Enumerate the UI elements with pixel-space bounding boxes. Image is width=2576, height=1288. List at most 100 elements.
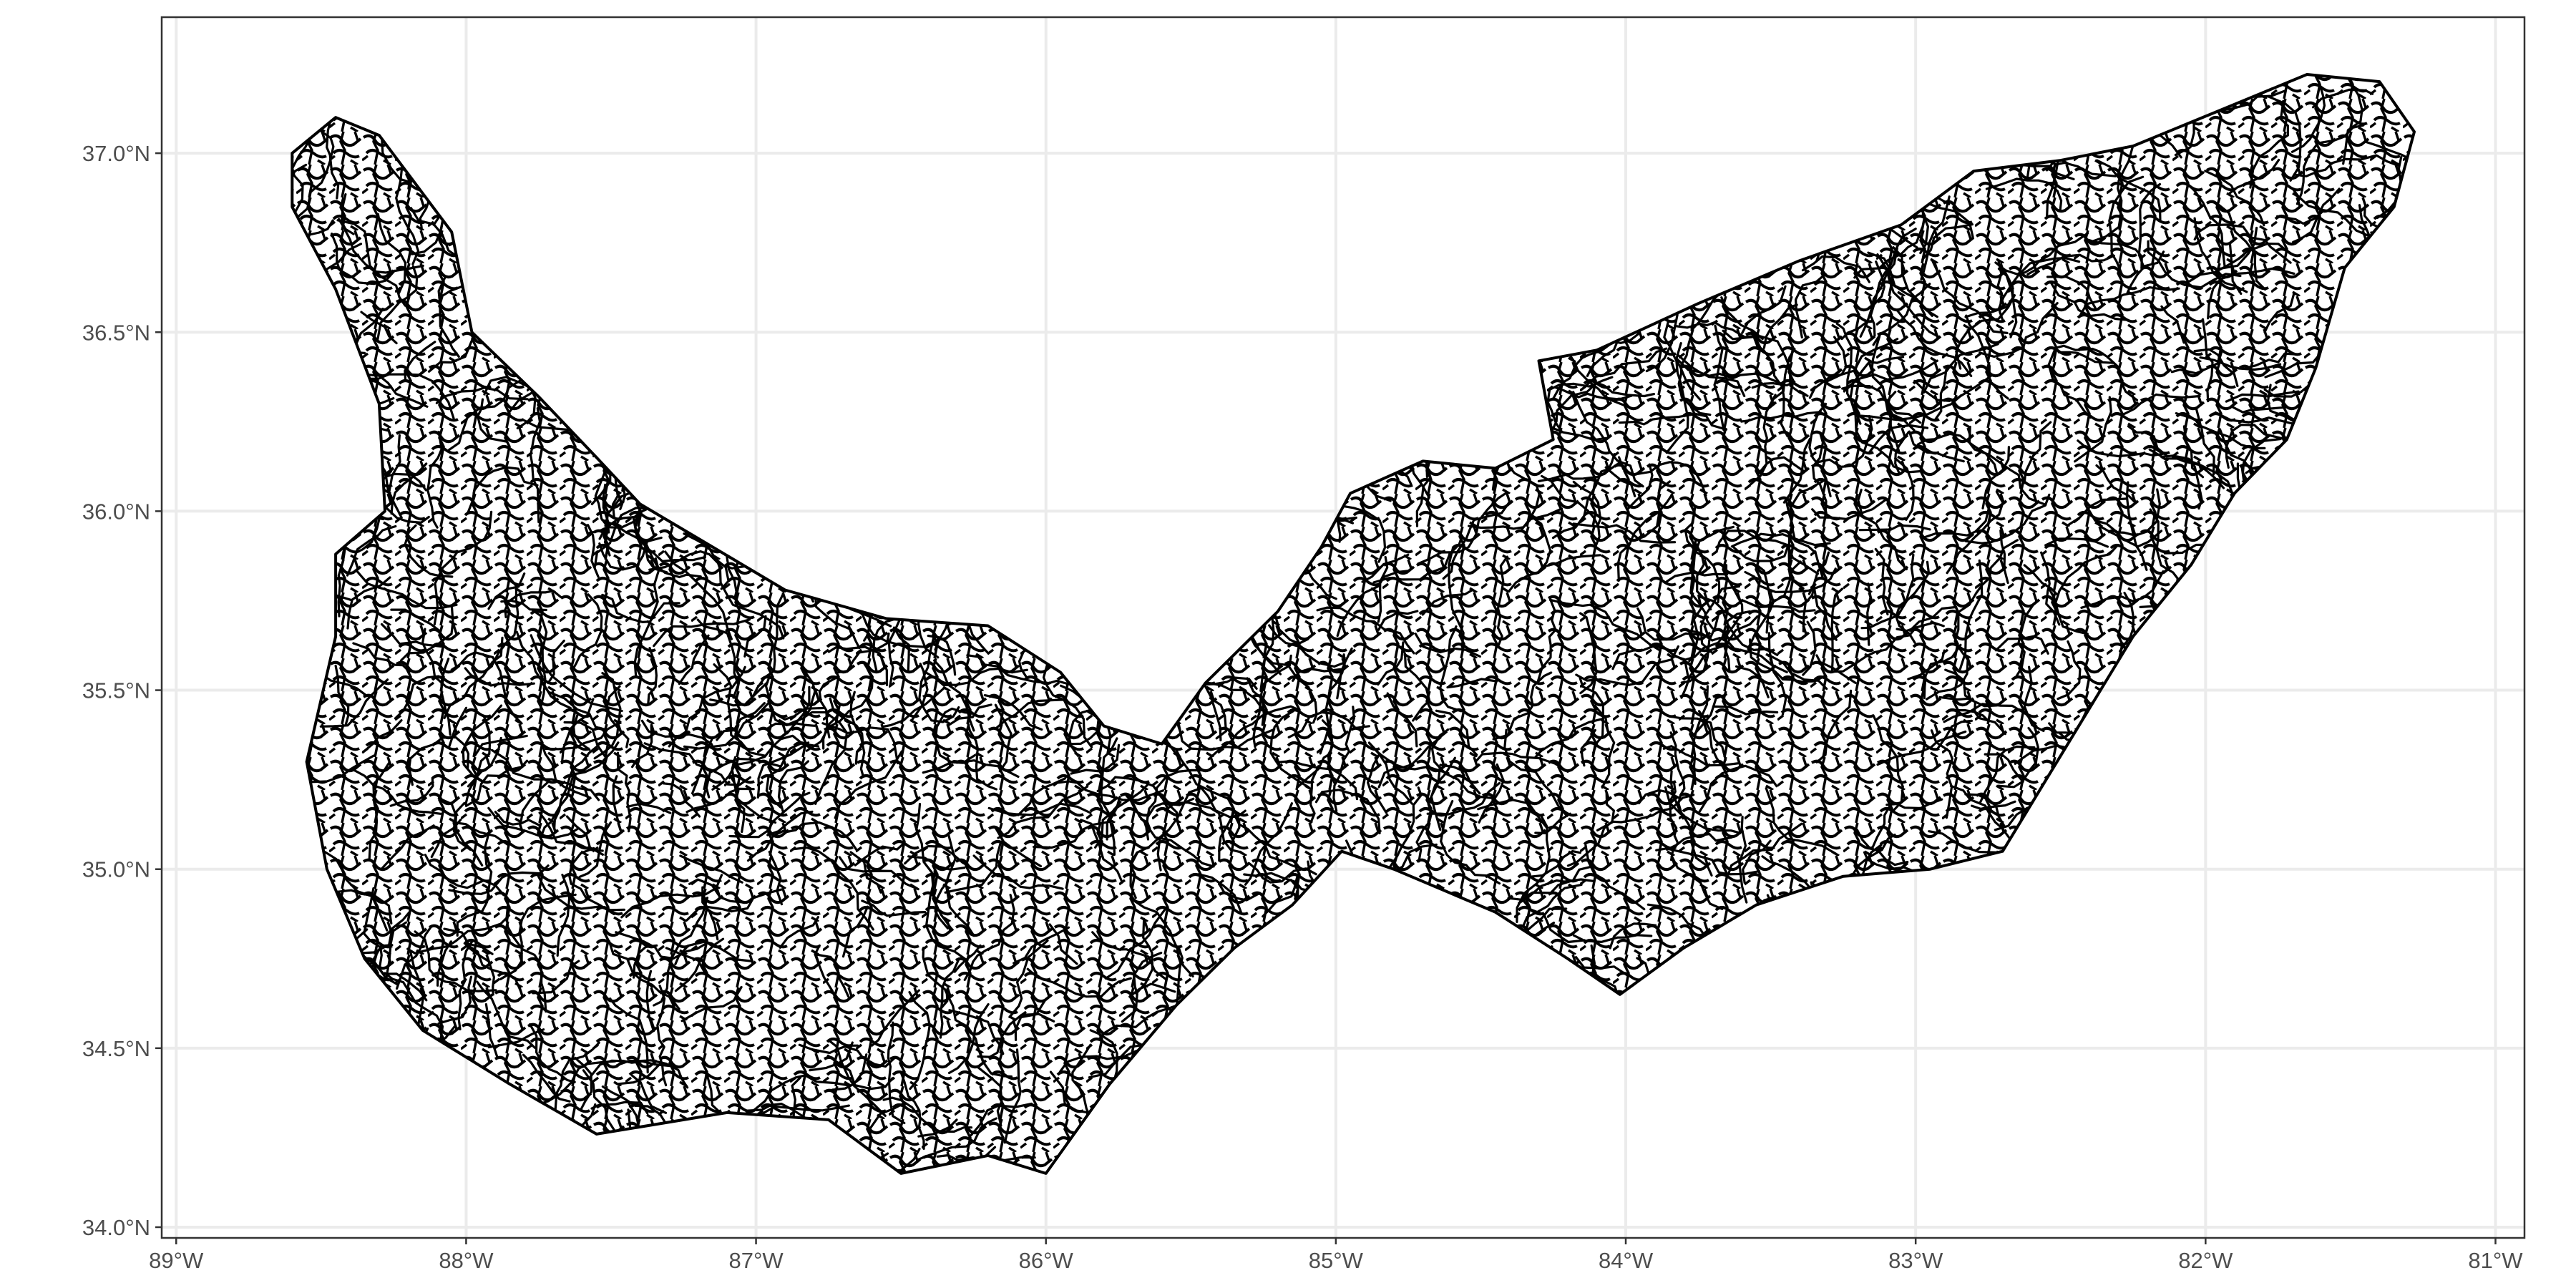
y-tick-label: 34.5°N [82, 1036, 150, 1061]
stream-segment [1128, 982, 1176, 998]
stream-segment [515, 630, 572, 710]
stream-segment [2278, 763, 2385, 804]
stream-segment [1019, 80, 1053, 183]
stream-segment [776, 432, 805, 515]
stream-segment [500, 599, 547, 612]
stream-segment [784, 248, 801, 318]
stream-segment [380, 623, 442, 648]
stream-segment [1671, 114, 1755, 123]
stream-segment [1430, 89, 1448, 195]
stream-segment [1489, 188, 1520, 246]
stream-segment [1561, 131, 1653, 156]
stream-segment [1361, 553, 1410, 583]
stream-segment [698, 260, 771, 296]
stream-segment [939, 487, 1010, 540]
stream-segment [1138, 1171, 1191, 1174]
stream-segment [1618, 456, 1707, 497]
stream-segment [2364, 235, 2401, 302]
stream-segment [1866, 582, 1872, 646]
stream-segment [394, 1116, 444, 1161]
x-tick-label: 87°W [728, 1248, 784, 1273]
stream-segment [1478, 118, 1501, 219]
stream-segment [2033, 802, 2068, 840]
stream-segment [1546, 74, 1595, 82]
stream-segment [1289, 879, 1332, 937]
stream-segment [1013, 926, 1070, 965]
stream-segment [1674, 321, 1754, 338]
basin-region [291, 73, 2416, 1175]
stream-segment [1936, 719, 1973, 751]
stream-segment [2218, 736, 2289, 793]
stream-segment [448, 173, 487, 247]
stream-segment [525, 84, 568, 108]
stream-segment [424, 854, 505, 897]
stream-segment [1317, 1047, 1367, 1141]
stream-segment [2089, 1147, 2124, 1174]
stream-segment [1522, 883, 1583, 927]
stream-segment [1762, 303, 1798, 349]
stream-segment [2215, 89, 2287, 113]
stream-segment [352, 642, 411, 673]
stream-segment [2296, 124, 2365, 205]
stream-segment [572, 713, 591, 751]
stream-segment [2328, 769, 2351, 829]
stream-segment [802, 189, 831, 279]
stream-segment [1405, 375, 1443, 467]
stream-segment [2048, 588, 2089, 635]
stream-segment [1475, 997, 1522, 1065]
stream-segment [1671, 856, 1724, 910]
stream-segment [1362, 990, 1415, 1011]
stream-segment [934, 707, 977, 764]
stream-segment [716, 702, 766, 741]
stream-segment [1274, 614, 1309, 645]
stream-segment [2023, 665, 2045, 732]
stream-segment [664, 550, 733, 640]
stream-segment [2338, 852, 2390, 931]
stream-segment [1252, 135, 1267, 193]
stream-segment [1837, 204, 1906, 218]
stream-segment [2096, 159, 2162, 223]
stream-segment [1297, 751, 1332, 789]
stream-segment [1663, 320, 1702, 401]
stream-segment [2238, 787, 2288, 875]
stream-segment [787, 210, 886, 258]
stream-segment [292, 1013, 345, 1035]
stream-segment [2139, 1139, 2212, 1169]
stream-segment [2254, 962, 2282, 1011]
stream-segment [882, 1096, 973, 1133]
stream-segment [1284, 1053, 1322, 1090]
stream-segment [652, 479, 758, 512]
stream-segment [2243, 591, 2335, 648]
stream-segment [1843, 359, 1938, 391]
stream-segment [1142, 270, 1210, 280]
stream-segment [602, 389, 682, 429]
stream-segment [1242, 371, 1289, 439]
stream-segment [443, 636, 504, 720]
stream-segment [1692, 693, 1727, 737]
stream-segment [2104, 984, 2161, 1045]
stream-segment [915, 803, 952, 930]
stream-segment [778, 520, 886, 557]
stream-segment [1556, 1124, 1602, 1161]
stream-segment [952, 184, 1046, 208]
stream-segment [1738, 816, 1748, 904]
latitude-axis: 34.0°N 34.5°N 35.0°N 35.5°N 36.0°N 36.5°N 37.0… [82, 141, 162, 1240]
stream-segment [1284, 1126, 1305, 1166]
stream-segment [1485, 1127, 1561, 1143]
stream-segment [1085, 362, 1116, 407]
stream-segment [1156, 787, 1202, 872]
stream-segment [555, 190, 650, 268]
stream-segment [1525, 127, 1610, 140]
stream-segment [1697, 710, 1723, 767]
stream-segment [1876, 253, 1941, 338]
stream-segment [1892, 92, 1933, 134]
stream-segment [1008, 939, 1049, 1018]
stream-segment [1175, 93, 1191, 138]
stream-segment [1692, 525, 1735, 575]
stream-segment [2251, 916, 2343, 924]
stream-segment [793, 1123, 831, 1153]
stream-segment [1594, 381, 1656, 398]
stream-segment [2312, 721, 2356, 762]
stream-segment [1235, 1000, 1292, 1066]
